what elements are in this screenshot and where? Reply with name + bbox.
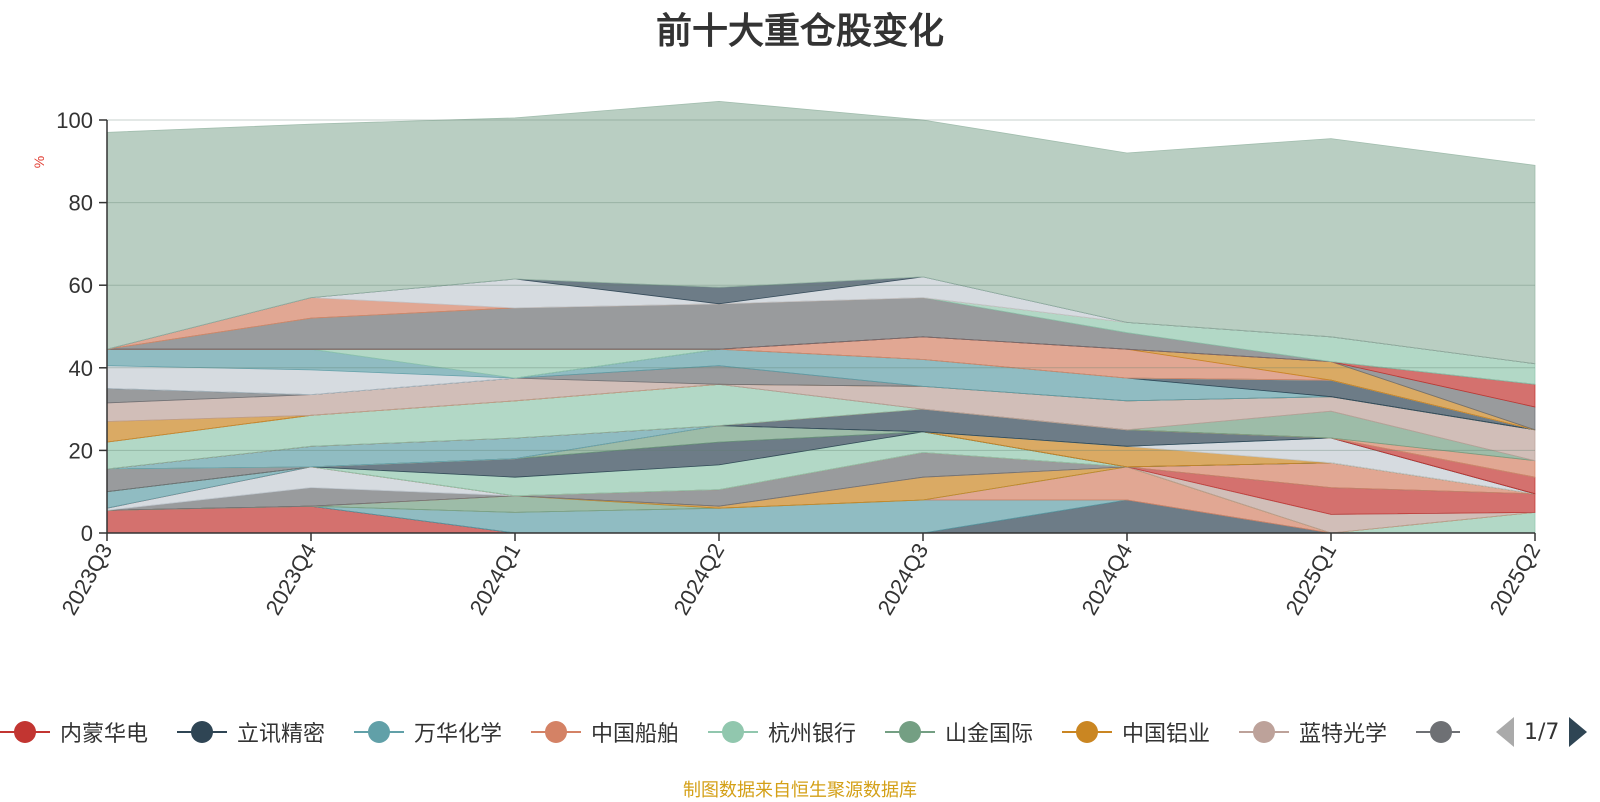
legend-marker-icon [1239,720,1289,744]
x-tick-label: 2024Q2 [669,539,730,619]
y-tick-label: 40 [69,356,93,381]
legend: 内蒙华电 立讯精密 万华化学 中国船舶 杭州银行 山金国际 中国铝业 蓝特光学 来 1/7 [0,712,1600,752]
legend-item[interactable]: 立讯精密 [177,712,325,752]
legend-item[interactable]: 中国铝业 [1062,712,1210,752]
grid-layer [107,119,1535,451]
series-area-43 [106,100,1536,365]
legend-marker-icon [354,720,404,744]
y-tick-label: 20 [69,438,93,463]
y-tick-label: 100 [56,108,93,133]
x-tick-label: 2024Q1 [465,539,526,619]
legend-label: 万华化学 [414,722,503,747]
legend-marker-icon [531,720,581,744]
y-tick-label: 60 [69,273,93,298]
legend-marker-icon [1062,720,1112,744]
legend-label: 立讯精密 [237,722,326,747]
x-tick-label: 2023Q4 [261,539,322,619]
legend-pager: 1/7 [1496,712,1588,752]
pager-prev-icon[interactable] [1496,717,1514,747]
x-tick-label: 2023Q3 [57,539,118,619]
legend-item[interactable]: 蓝特光学 [1239,712,1387,752]
legend-label: 蓝特光学 [1299,722,1388,747]
legend-label: 中国铝业 [1122,722,1211,747]
x-tick-label: 2024Q4 [1077,539,1138,619]
legend-items: 内蒙华电 立讯精密 万华化学 中国船舶 杭州银行 山金国际 中国铝业 蓝特光学 来 [0,712,1460,752]
series-layer [106,100,1536,534]
legend-item[interactable]: 内蒙华电 [0,712,148,752]
legend-item[interactable]: 万华化学 [354,712,502,752]
y-tick-label: 0 [81,521,93,546]
y-tick-label: 80 [69,191,93,216]
legend-label: 中国船舶 [591,722,680,747]
legend-marker-icon [885,720,935,744]
legend-marker-icon [0,720,50,744]
x-tick-label: 2025Q2 [1485,539,1546,619]
pager-next-icon[interactable] [1569,717,1588,747]
legend-marker-icon [1416,720,1460,744]
legend-marker-icon [177,720,227,744]
legend-item[interactable]: 山金国际 [885,712,1033,752]
legend-label: 山金国际 [945,722,1034,747]
x-tick-label: 2024Q3 [873,539,934,619]
legend-item[interactable]: 中国船舶 [531,712,679,752]
x-tick-label: 2025Q1 [1281,539,1342,619]
pager-text: 1/7 [1524,719,1560,745]
legend-label: 内蒙华电 [60,722,149,747]
legend-marker-icon [708,720,758,744]
source-note: 制图数据来自恒生聚源数据库 [683,780,917,801]
legend-label: 杭州银行 [768,722,857,747]
legend-item[interactable]: 杭州银行 [708,712,856,752]
y-axis-label: % [31,156,47,168]
legend-item[interactable]: 来 [1416,712,1460,752]
chart-title: 前十大重仓股变化 [655,11,944,52]
